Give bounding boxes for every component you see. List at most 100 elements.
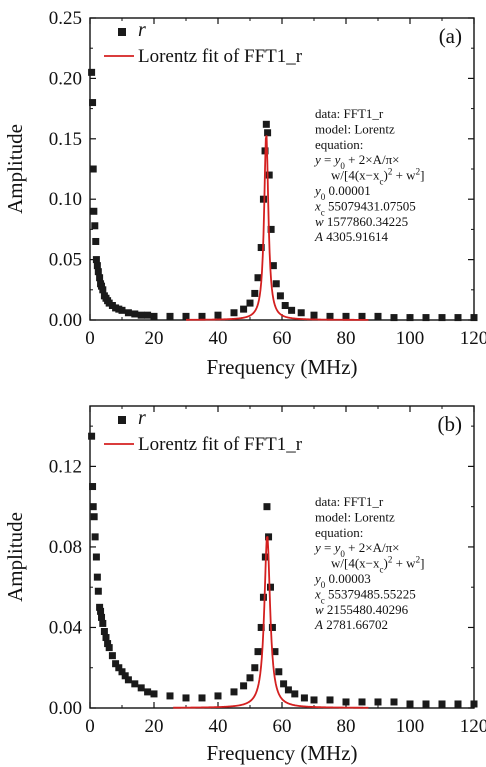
x-tick-label: 40 (209, 328, 228, 349)
data-point (374, 698, 382, 706)
annotation-param: w 1577860.34225 (315, 214, 408, 229)
data-point (88, 432, 96, 440)
data-point (108, 652, 116, 660)
data-point (98, 282, 106, 290)
data-point (182, 312, 190, 320)
data-point (438, 700, 446, 708)
chart-panel-b: 0 20 40 60 80 100 120 0.00 0.04 0.08 0.12 Frequency… (3, 405, 486, 765)
data-point (166, 692, 174, 700)
legend-marker-r (118, 28, 126, 36)
data-point (265, 171, 273, 179)
data-point (92, 237, 100, 245)
data-point (240, 682, 248, 690)
data-point (118, 306, 126, 314)
y-tick-label: 0.00 (49, 310, 82, 331)
data-point (470, 314, 478, 322)
x-tick-label: 80 (337, 716, 356, 737)
scatter-series-r (88, 68, 478, 322)
data-point (240, 305, 248, 313)
data-point (272, 280, 280, 288)
data-point (121, 672, 129, 680)
data-point (92, 553, 100, 561)
data-point (91, 222, 99, 230)
legend-label-r: r (138, 19, 146, 41)
panel-label: (a) (439, 24, 462, 48)
data-point (137, 684, 145, 692)
x-tick-label: 60 (273, 328, 292, 349)
data-point (112, 660, 120, 668)
x-tick-label: 0 (85, 328, 95, 349)
data-point (104, 640, 112, 648)
annotation-equation: y = y0 + 2×A/π× (313, 540, 399, 559)
x-tick-label: 20 (145, 328, 164, 349)
chart-panel-a: 0 20 40 60 80 100 120 0.00 0.05 0.10 0.15 0.20 0.25 F… (3, 8, 486, 379)
data-point (124, 309, 132, 317)
annotation-line: data: FFT1_r (315, 106, 384, 121)
y-axis-label: Amplitude (3, 512, 27, 602)
data-point (90, 513, 98, 521)
data-point (131, 680, 139, 688)
data-point (268, 623, 276, 631)
data-point (99, 619, 107, 627)
data-point (150, 690, 158, 698)
annotation-param: A 2781.66702 (314, 617, 388, 632)
data-point (91, 533, 99, 541)
data-point (259, 195, 267, 203)
data-point (115, 664, 123, 672)
x-tick-label: 100 (396, 716, 425, 737)
data-point (454, 314, 462, 322)
data-point (257, 623, 265, 631)
annotation-equation-cont: w/[4(x−xc)2 + w2] (331, 167, 424, 187)
data-point (358, 698, 366, 706)
data-point (214, 311, 222, 319)
data-point (98, 613, 106, 621)
data-point (326, 312, 334, 320)
data-point (263, 503, 271, 511)
data-point (342, 312, 350, 320)
data-point (251, 289, 259, 297)
annotation-line: model: Lorentz (315, 509, 395, 524)
y-tick-label: 0.04 (49, 617, 83, 638)
data-point (358, 312, 366, 320)
data-point (137, 311, 145, 319)
data-point (264, 129, 272, 137)
data-point (422, 314, 430, 322)
y-tick-label: 0.00 (49, 698, 82, 719)
data-point (251, 664, 259, 672)
data-point (92, 256, 100, 264)
lorentz-fit-line (173, 536, 369, 709)
data-point (267, 225, 275, 233)
annotation-param: xc 55079431.07505 (314, 198, 416, 217)
data-point (198, 694, 206, 702)
data-point (144, 688, 152, 696)
data-point (254, 274, 262, 282)
x-tick-label: 20 (145, 716, 164, 737)
y-tick-label: 0.25 (49, 8, 82, 29)
data-point (230, 688, 238, 696)
y-tick-label: 0.20 (49, 68, 82, 89)
x-tick-label: 120 (460, 328, 486, 349)
annotation-line: data: FFT1_r (315, 494, 384, 509)
y-tick-label: 0.10 (49, 189, 82, 210)
data-point (96, 274, 104, 282)
data-point (89, 165, 97, 173)
data-point (259, 593, 267, 601)
data-point (406, 700, 414, 708)
data-point (100, 627, 108, 635)
data-point (105, 644, 113, 652)
x-tick-label: 40 (209, 716, 228, 737)
data-point (94, 587, 102, 595)
data-point (214, 692, 222, 700)
data-point (470, 700, 478, 708)
data-point (271, 648, 279, 656)
data-point (390, 314, 398, 322)
annotation-param: xc 55379485.55225 (314, 586, 416, 605)
data-point (246, 674, 254, 682)
data-point (97, 607, 105, 615)
y-tick-label: 0.15 (49, 129, 82, 150)
data-point (118, 668, 126, 676)
annotation-line: equation: (315, 137, 363, 152)
data-point (131, 310, 139, 318)
data-point (281, 302, 289, 310)
